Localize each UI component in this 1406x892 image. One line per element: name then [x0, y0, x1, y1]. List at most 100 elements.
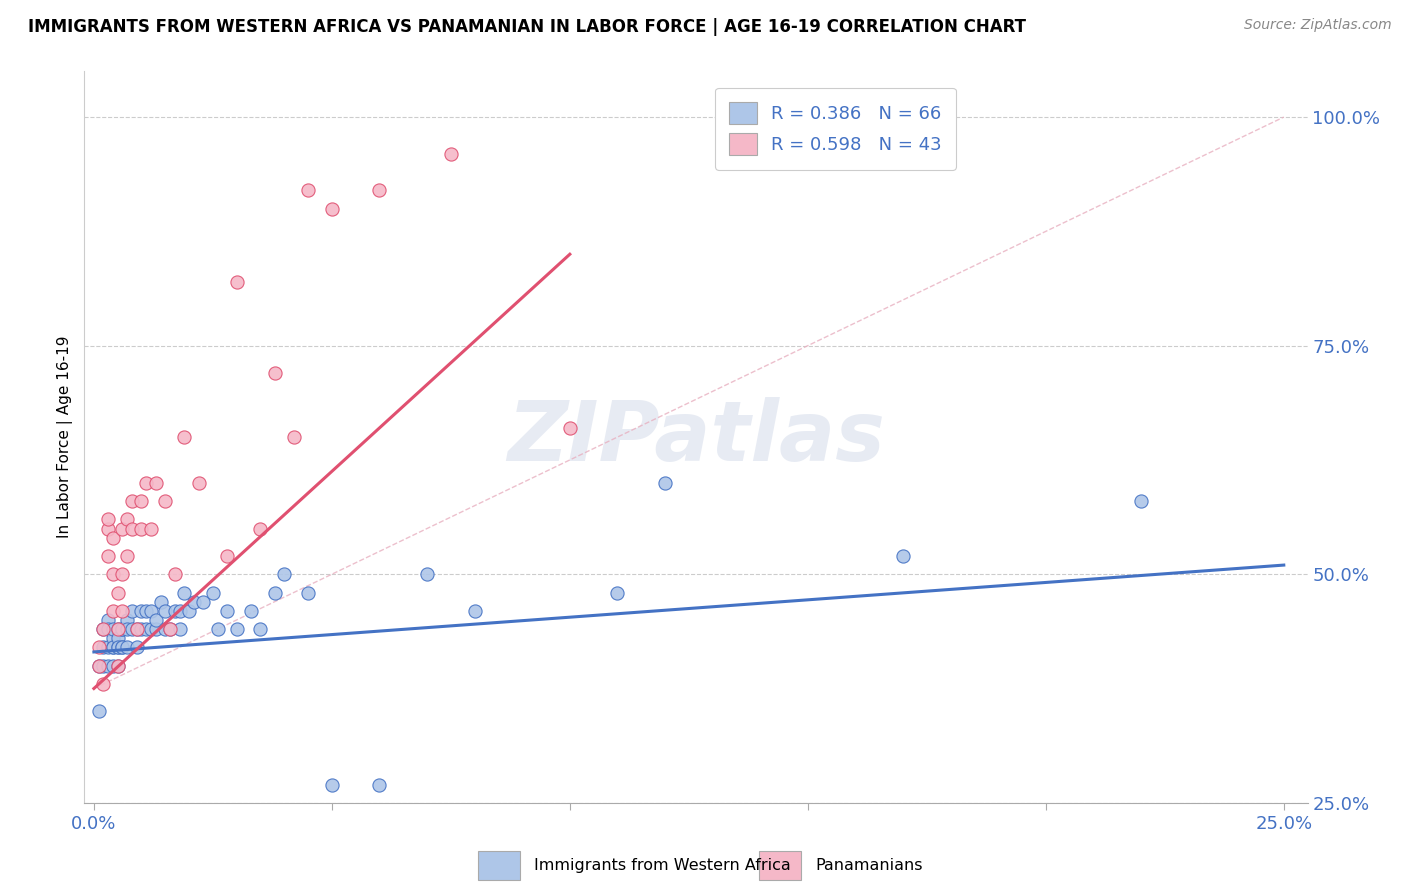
Point [169, 604, 191, 618]
Point [97, 521, 120, 535]
Point [101, 640, 124, 655]
Point [606, 585, 628, 599]
Point [101, 622, 124, 636]
Point [159, 622, 181, 636]
Point [97, 622, 120, 636]
Point [297, 183, 319, 197]
Point [93, 677, 115, 691]
Point [464, 604, 486, 618]
Point [273, 567, 295, 582]
Point [97, 512, 120, 526]
Point [101, 531, 124, 545]
FancyBboxPatch shape [478, 851, 520, 880]
Y-axis label: In Labor Force | Age 16-19: In Labor Force | Age 16-19 [58, 335, 73, 539]
Point [111, 521, 134, 535]
Point [93, 640, 115, 655]
Point [111, 567, 134, 582]
Point [263, 366, 285, 380]
Point [125, 640, 148, 655]
Point [131, 604, 153, 618]
Point [155, 622, 177, 636]
Point [93, 622, 115, 636]
Point [207, 622, 229, 636]
Point [131, 494, 153, 508]
Point [368, 183, 391, 197]
Point [183, 595, 205, 609]
Point [155, 494, 177, 508]
Point [111, 622, 134, 636]
Point [139, 622, 162, 636]
Point [87, 705, 110, 719]
Point [891, 549, 914, 563]
Point [344, 841, 367, 855]
Point [440, 146, 463, 161]
Point [217, 549, 239, 563]
Point [107, 585, 129, 599]
Point [93, 658, 115, 673]
Point [225, 622, 247, 636]
Point [263, 585, 285, 599]
Point [145, 622, 167, 636]
Text: Source: ZipAtlas.com: Source: ZipAtlas.com [1244, 18, 1392, 32]
Point [145, 613, 167, 627]
Text: IMMIGRANTS FROM WESTERN AFRICA VS PANAMANIAN IN LABOR FORCE | AGE 16-19 CORRELAT: IMMIGRANTS FROM WESTERN AFRICA VS PANAMA… [28, 18, 1026, 36]
Point [121, 622, 143, 636]
Point [97, 613, 120, 627]
Point [173, 430, 195, 444]
Point [283, 430, 305, 444]
Point [101, 604, 124, 618]
Point [115, 512, 138, 526]
Point [115, 622, 138, 636]
Text: Panamanians: Panamanians [815, 858, 922, 872]
Point [201, 841, 224, 855]
Point [217, 604, 239, 618]
Point [193, 595, 215, 609]
Point [125, 622, 148, 636]
Point [107, 622, 129, 636]
Point [239, 604, 262, 618]
Legend: R = 0.386   N = 66, R = 0.598   N = 43: R = 0.386 N = 66, R = 0.598 N = 43 [716, 87, 956, 169]
Point [107, 640, 129, 655]
Point [201, 585, 224, 599]
Point [107, 658, 129, 673]
Point [321, 202, 343, 216]
Point [135, 604, 157, 618]
Point [101, 658, 124, 673]
Point [145, 475, 167, 490]
Text: ZIPatlas: ZIPatlas [508, 397, 884, 477]
Text: Immigrants from Western Africa: Immigrants from Western Africa [534, 858, 792, 872]
Point [107, 658, 129, 673]
Point [101, 640, 124, 655]
Point [125, 622, 148, 636]
FancyBboxPatch shape [759, 851, 801, 880]
Point [416, 567, 439, 582]
Point [101, 567, 124, 582]
Point [297, 585, 319, 599]
Point [163, 567, 186, 582]
Point [111, 604, 134, 618]
Point [115, 549, 138, 563]
Point [155, 604, 177, 618]
Point [135, 475, 157, 490]
Point [115, 613, 138, 627]
Point [93, 622, 115, 636]
Point [87, 640, 110, 655]
Point [107, 640, 129, 655]
Point [107, 622, 129, 636]
Point [163, 604, 186, 618]
Point [97, 549, 120, 563]
Point [1130, 494, 1153, 508]
Point [87, 658, 110, 673]
Point [225, 275, 247, 289]
Point [558, 421, 581, 435]
Point [107, 632, 129, 646]
Point [173, 585, 195, 599]
Point [654, 475, 676, 490]
Point [87, 658, 110, 673]
Point [321, 778, 343, 792]
Point [177, 604, 200, 618]
Point [97, 640, 120, 655]
Point [111, 640, 134, 655]
Point [131, 622, 153, 636]
Point [169, 622, 191, 636]
